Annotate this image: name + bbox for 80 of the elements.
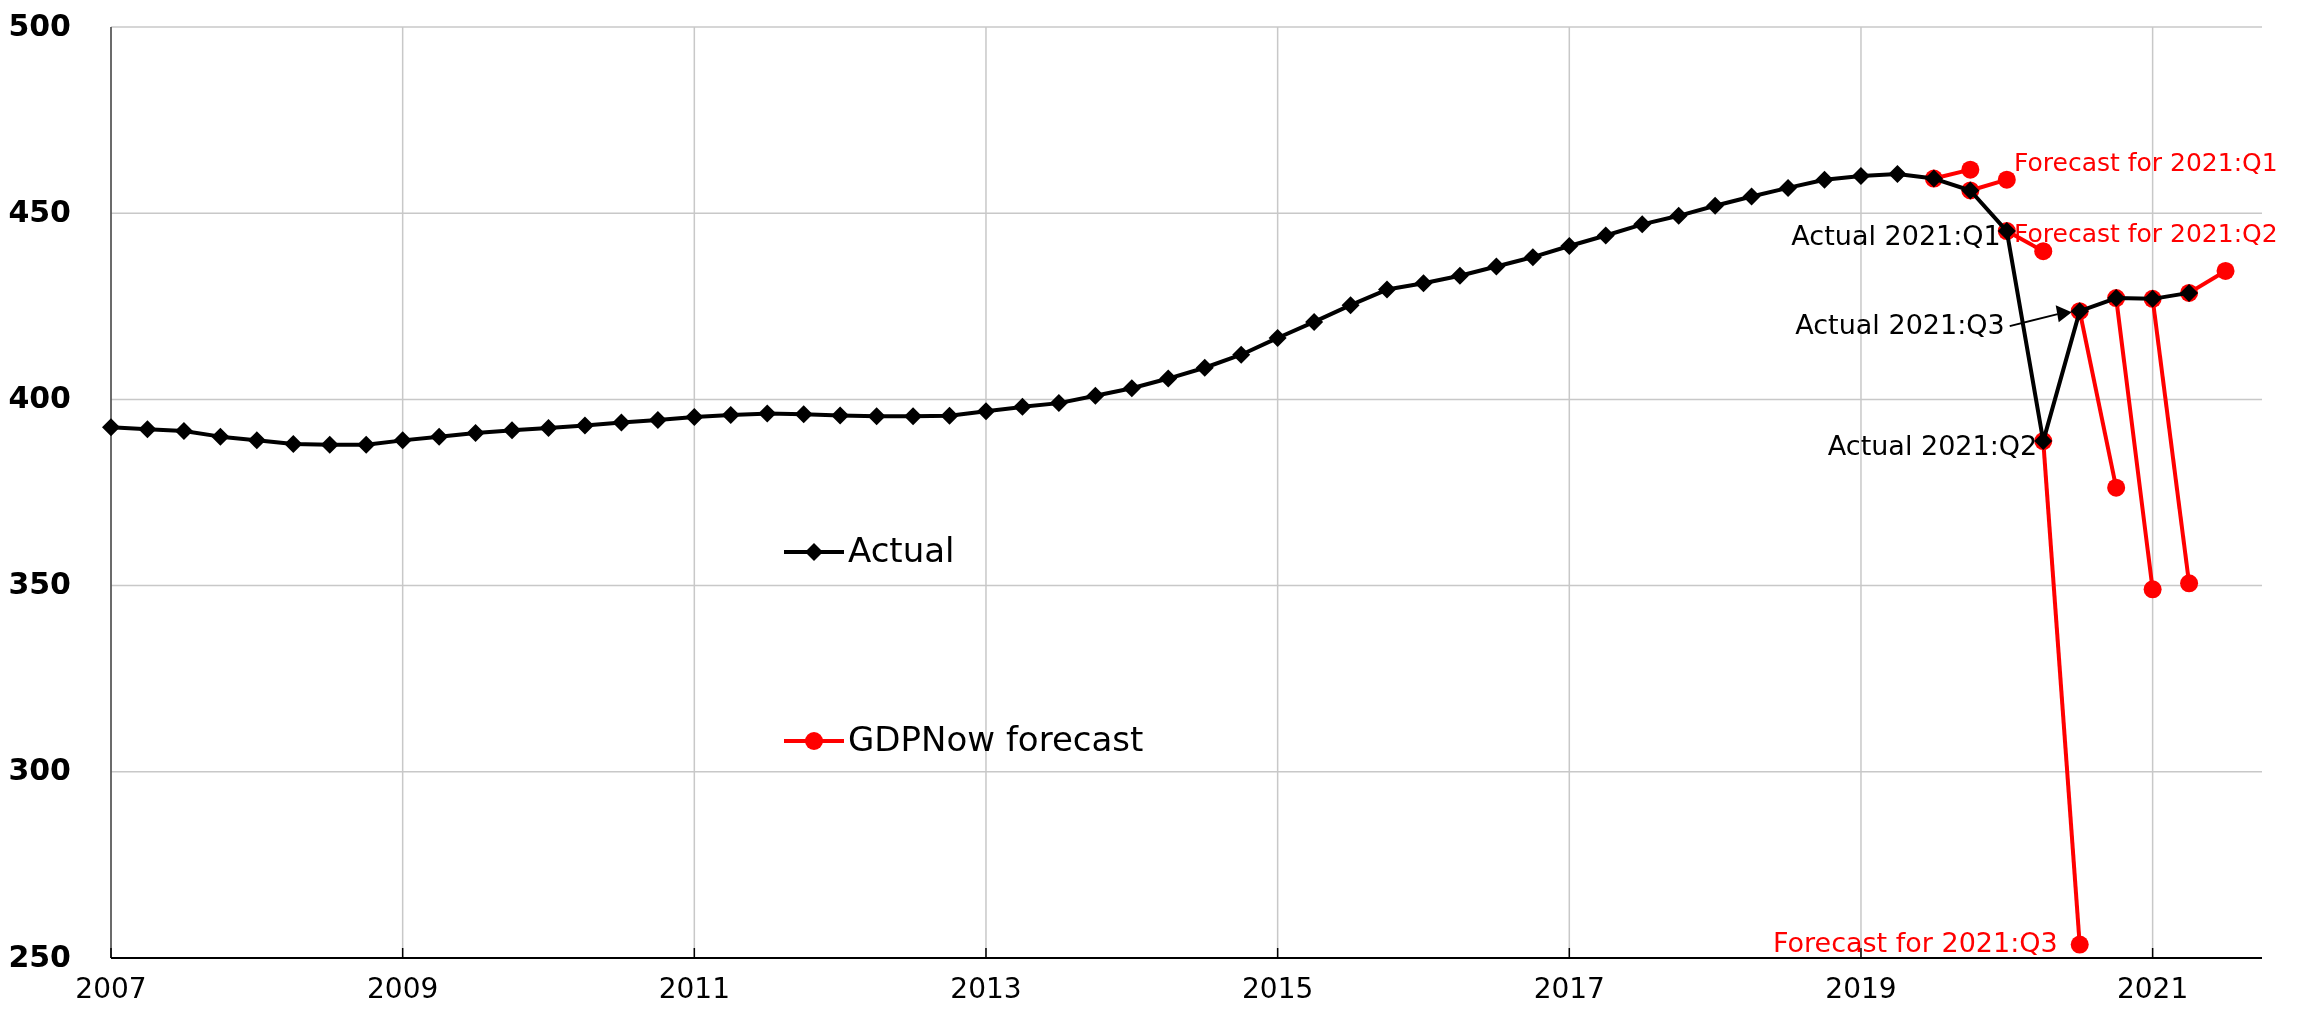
point: [1049, 394, 1068, 413]
point: [211, 427, 230, 446]
point: [430, 427, 449, 446]
y-tick-label: 500: [8, 7, 71, 43]
point: [1523, 248, 1542, 267]
point: [1305, 312, 1324, 331]
point: [2180, 574, 2199, 593]
point: [904, 407, 923, 426]
point: [575, 416, 594, 435]
annotation: Actual 2021:Q3: [1795, 308, 2005, 340]
point: [357, 435, 376, 454]
point: [1232, 345, 1251, 364]
point: [648, 410, 667, 429]
point: [1633, 215, 1652, 234]
point: [721, 406, 740, 425]
point: [539, 419, 558, 438]
point: [2107, 478, 2126, 497]
point: [2034, 242, 2053, 261]
annotation: Forecast for 2021:Q3: [1772, 927, 2058, 959]
point: [320, 435, 339, 454]
point: [393, 431, 412, 450]
point: [758, 404, 777, 423]
point: [247, 431, 266, 450]
point: [940, 406, 959, 425]
annotation: Forecast for 2021:Q2: [2014, 219, 2278, 249]
point: [174, 422, 193, 441]
point: [1669, 206, 1688, 225]
y-tick-label: 350: [8, 566, 71, 602]
point: [1122, 379, 1141, 398]
point: [138, 420, 157, 439]
x-tick-label: 2017: [1533, 972, 1605, 1005]
point: [1815, 170, 1834, 189]
point: [685, 407, 704, 426]
point: [2143, 580, 2162, 599]
y-tick-label: 300: [8, 752, 71, 788]
point: [1378, 280, 1397, 299]
annotation: Forecast for 2021:Q1: [2014, 147, 2278, 177]
point: [1961, 160, 1980, 179]
point: [1742, 187, 1761, 206]
point: [1997, 170, 2016, 189]
x-tick-label: 2007: [75, 972, 147, 1005]
point: [1779, 178, 1798, 197]
point: [612, 413, 631, 432]
y-tick-label: 400: [8, 379, 71, 415]
point: [102, 418, 120, 437]
y-tick-label: 250: [8, 938, 71, 974]
point: [1450, 266, 1469, 285]
x-tick-label: 2009: [367, 972, 439, 1005]
point: [831, 406, 850, 425]
point: [284, 435, 303, 454]
point: [1487, 257, 1506, 276]
point: [1596, 226, 1615, 245]
y-tick-label: 450: [8, 193, 71, 229]
x-tick-label: 2021: [2116, 972, 2189, 1005]
point: [976, 402, 995, 421]
point: [1888, 165, 1907, 184]
annotation: Actual 2021:Q1: [1791, 219, 2001, 251]
point: [1341, 296, 1360, 315]
x-tick-label: 2015: [1242, 972, 1314, 1005]
point: [794, 405, 813, 424]
point: [1414, 274, 1433, 293]
point: [2070, 935, 2089, 954]
point: [503, 421, 522, 440]
point: [1560, 236, 1579, 255]
x-tick-label: 2019: [1825, 972, 1897, 1005]
point: [1013, 397, 1032, 416]
point: [466, 423, 485, 442]
point: [1706, 196, 1725, 215]
point: [2216, 261, 2235, 280]
legend-label: GDPNow forecast: [848, 718, 1144, 759]
point: [1195, 358, 1214, 377]
point: [1268, 328, 1287, 347]
point: [1086, 386, 1105, 405]
x-tick-label: 2011: [658, 972, 730, 1005]
point: [1159, 369, 1178, 388]
x-tick-label: 2013: [950, 972, 1022, 1005]
annotation: Actual 2021:Q2: [1827, 429, 2038, 461]
point: [1851, 166, 1870, 185]
legend-label: Actual: [848, 529, 955, 570]
point: [867, 407, 886, 426]
